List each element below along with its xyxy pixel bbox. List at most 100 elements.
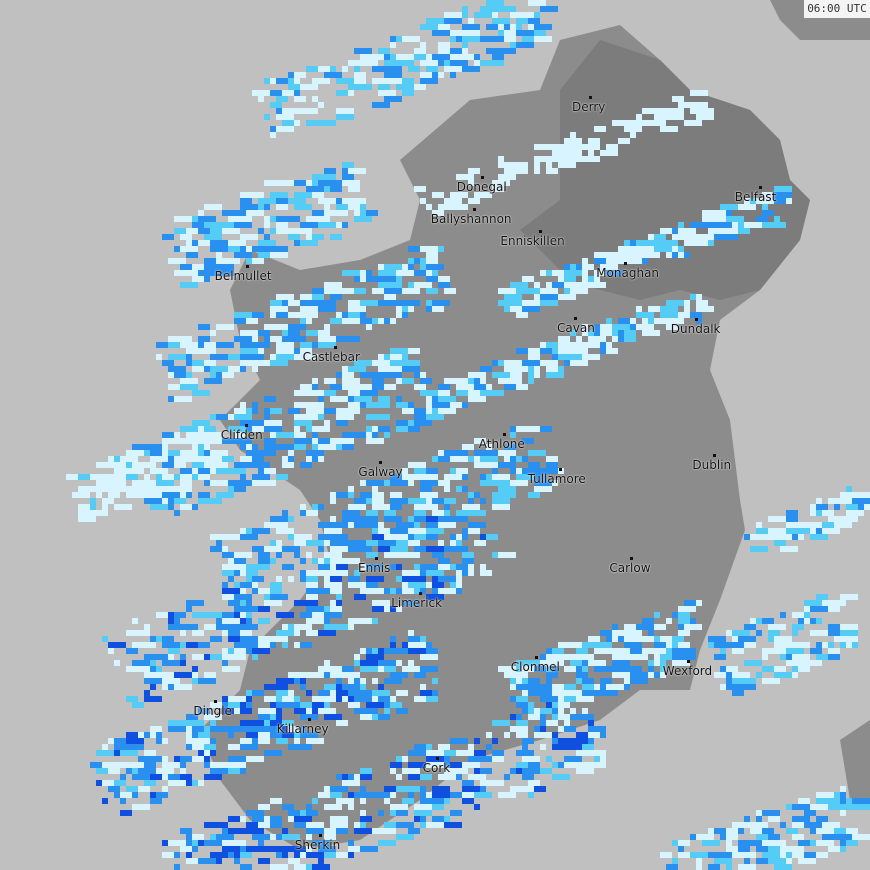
rain-cell: [792, 804, 810, 810]
rain-cell: [186, 240, 192, 246]
rain-cell: [594, 648, 600, 654]
rain-cell: [384, 510, 396, 516]
rain-cell: [744, 840, 762, 846]
rain-cell: [846, 510, 858, 516]
rain-cell: [210, 414, 216, 420]
rain-cell: [780, 654, 786, 660]
rain-cell: [324, 558, 330, 564]
rain-cell: [156, 474, 162, 480]
rain-cell: [276, 96, 288, 102]
rain-cell: [672, 660, 678, 666]
rain-cell: [264, 726, 282, 732]
rain-cell: [510, 462, 516, 468]
rain-cell: [414, 744, 426, 750]
rain-cell: [210, 726, 222, 732]
rain-cell: [450, 546, 468, 552]
rain-cell: [306, 216, 312, 222]
rain-cell: [372, 426, 378, 432]
rain-cell: [384, 96, 402, 102]
rain-cell: [264, 90, 270, 96]
rain-cell: [396, 402, 414, 408]
rain-cell: [114, 762, 132, 768]
rain-cell: [522, 660, 540, 666]
rain-cell: [720, 228, 738, 234]
rain-cell: [258, 252, 270, 258]
rain-cell: [450, 810, 462, 816]
rain-cell: [156, 486, 174, 492]
rain-cell: [432, 678, 438, 684]
rain-cell: [324, 222, 342, 228]
rain-cell: [276, 636, 288, 642]
rain-cell: [354, 210, 360, 216]
rain-cell: [222, 594, 234, 600]
rain-cell: [390, 606, 396, 612]
rain-cell: [636, 324, 648, 330]
rain-cell: [684, 102, 702, 108]
rain-cell: [540, 696, 558, 702]
rain-cell: [666, 864, 678, 870]
rain-cell: [732, 678, 744, 684]
rain-cell: [300, 354, 318, 360]
rain-cell: [444, 12, 462, 18]
rain-cell: [438, 774, 456, 780]
rain-cell: [360, 816, 372, 822]
rain-cell: [468, 396, 486, 402]
rain-cell: [234, 312, 252, 318]
rain-cell: [618, 336, 624, 342]
rain-cell: [546, 372, 564, 378]
rain-cell: [510, 696, 516, 702]
rain-cell: [234, 648, 252, 654]
rain-cell: [558, 276, 564, 282]
rain-cell: [420, 492, 438, 498]
rain-cell: [516, 672, 528, 678]
rain-cell: [606, 666, 624, 672]
rain-cell: [132, 468, 144, 474]
rain-cell: [516, 720, 528, 726]
rain-cell: [258, 468, 264, 474]
rain-cell: [498, 474, 510, 480]
rain-cell: [588, 336, 606, 342]
rain-cell: [552, 294, 558, 300]
rain-cell: [582, 258, 588, 264]
rain-cell: [726, 642, 744, 648]
rain-cell: [600, 678, 612, 684]
rain-cell: [216, 540, 222, 546]
rain-cell: [732, 690, 744, 696]
rain-cell: [534, 144, 540, 150]
rain-cell: [300, 300, 318, 306]
rain-cell: [90, 762, 102, 768]
rain-cell: [420, 690, 432, 696]
rain-cell: [594, 750, 606, 756]
rain-cell: [324, 804, 342, 810]
rain-cell: [384, 822, 396, 828]
rain-cell: [750, 546, 768, 552]
rain-cell: [432, 552, 444, 558]
rain-cell: [552, 348, 558, 354]
rain-cell: [372, 498, 384, 504]
rain-cell: [420, 264, 426, 270]
rain-cell: [192, 390, 210, 396]
rain-cell: [750, 828, 768, 834]
rain-cell: [276, 690, 288, 696]
rain-cell: [822, 510, 828, 516]
rain-cell: [438, 402, 444, 408]
rain-cell: [768, 816, 780, 822]
rain-cell: [270, 732, 282, 738]
rain-cell: [414, 774, 432, 780]
rain-cell: [252, 576, 264, 582]
rain-cell: [630, 132, 636, 138]
rain-cell: [306, 822, 324, 828]
rain-cell: [474, 768, 480, 774]
rain-cell: [834, 636, 852, 642]
rain-cell: [564, 150, 582, 156]
rain-cell: [600, 630, 606, 636]
rain-cell: [528, 18, 540, 24]
rain-cell: [438, 390, 444, 396]
rain-cell: [192, 360, 204, 366]
rain-cell: [144, 672, 162, 678]
rain-cell: [504, 774, 510, 780]
rain-cell: [378, 540, 390, 546]
rain-cell: [768, 636, 774, 642]
rain-cell: [348, 702, 360, 708]
rain-cell: [390, 36, 396, 42]
